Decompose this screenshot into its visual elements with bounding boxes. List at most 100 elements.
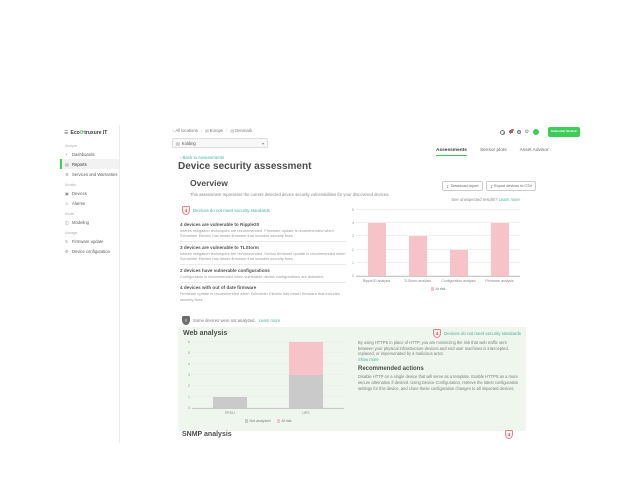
services-icon: ⚒ [65, 171, 69, 177]
recommended-actions-heading: Recommended actions [358, 366, 424, 373]
modeling-icon: ◫ [65, 219, 69, 225]
sidebar-item-label: Alarms [72, 200, 86, 206]
export-devices-csv-button[interactable]: ↧ Export devices to CSV [485, 181, 537, 191]
not-analyzed-note: ! Some devices were not analyzed. Learn … [182, 316, 280, 325]
web-analysis-bar-chart: 6 5 4 3 2 1 0 RPDU UPS Not analyzed At risk [184, 340, 344, 423]
hamburger-menu-icon[interactable]: ☰ [64, 130, 69, 136]
user-avatar[interactable] [532, 129, 539, 135]
sidebar-item-label: Services and Warranties [72, 171, 118, 177]
location-icon: ⌂ [172, 128, 175, 133]
sidebar: ☰ Eco⟳truxure IT Analyze ◔ Dashboards ▤ … [60, 125, 120, 443]
list-item: 4 devices with out of date firmware Firm… [180, 283, 346, 305]
breadcrumb: ⌂ All locations / ▤ Europe / ▤ Denmark [172, 128, 252, 133]
region-icon: ▤ [204, 128, 209, 133]
sidebar-item-label: Dashboards [72, 151, 95, 157]
chevron-down-icon: ▾ [261, 140, 264, 146]
sidebar-section-model: Model [65, 212, 75, 216]
risk-shield-icon: 4 [433, 329, 442, 338]
list-item: 4 devices are vulnerable to Ripple20 Int… [180, 219, 346, 243]
sidebar-item-label: Firmware update [72, 238, 104, 244]
sidebar-item-modeling[interactable]: ◫ Modeling [60, 217, 119, 227]
download-report-button[interactable]: ↧ Download report [442, 181, 483, 191]
breadcrumb-europe[interactable]: ▤ Europe [204, 128, 224, 133]
sidebar-item-label: Devices [72, 190, 87, 196]
tab-bar: Assessments Sensor plots Asset Advisor [436, 148, 549, 156]
overview-actions: ↧ Download report ↧ Export devices to CS… [442, 181, 537, 191]
sidebar-section-monitor: Monitor [65, 183, 77, 187]
device-configuration-icon: ⚙ [65, 248, 69, 254]
building-icon: ▤ [176, 140, 180, 146]
web-analysis-section: Web analysis 6 5 4 3 2 1 0 RPDU UPS Not analyzed A… [178, 327, 526, 431]
sidebar-item-device-configuration[interactable]: ⚙ Device configuration [60, 246, 119, 256]
notifications-bell-icon[interactable] [508, 128, 514, 135]
sidebar-item-dashboards[interactable]: ◔ Dashboards [60, 149, 119, 159]
web-analysis-details: 4 Devices do not meet security standards… [358, 329, 521, 391]
download-icon: ↧ [489, 184, 493, 189]
finding-title: 4 devices with out of date firmware [180, 285, 257, 291]
finding-description: Configuration is recommended when vulner… [180, 273, 324, 279]
finding-title: 3 devices are vulnerable to TLStorm [180, 244, 259, 250]
settings-gear-icon[interactable]: ⚙ [524, 128, 530, 135]
devices-not-meet-standards-link[interactable]: Devices do not meet security standards [193, 208, 270, 213]
sidebar-section-manage: Manage [65, 231, 78, 235]
back-arrow-icon: ‹ [180, 155, 182, 160]
overview-risk-bar-chart: 5 4 3 2 1 0 Ripple20 analysis TLStorm analysis C… [348, 208, 520, 291]
list-item: 2 devices have vulnerable configurations… [180, 265, 346, 283]
breadcrumb-separator: / [200, 128, 202, 133]
risk-shield-icon: 4 [182, 206, 190, 215]
snmp-analysis-section: SNMP analysis 4 [178, 430, 526, 443]
tab-asset-advisor[interactable]: Asset Advisor [519, 148, 549, 153]
sidebar-item-alarms[interactable]: ⚠ Alarms [60, 198, 119, 208]
sidebar-item-firmware-update[interactable]: ↻ Firmware update [60, 236, 119, 246]
location-dropdown-value: Kolding [181, 140, 196, 146]
main-content: ⌂ All locations / ▤ Europe / ▤ Denmark ?… [120, 125, 580, 443]
location-dropdown[interactable]: ▤ Kolding ▾ [172, 138, 268, 148]
list-item: 3 devices are vulnerable to TLStorm Inte… [180, 242, 346, 266]
snmp-analysis-heading: SNMP analysis [182, 431, 232, 438]
learn-more-link[interactable]: Learn more [498, 197, 520, 202]
sidebar-item-reports[interactable]: ▤ Reports [60, 159, 119, 169]
search-icon[interactable] [500, 129, 505, 135]
sidebar-item-label: Device configuration [72, 248, 110, 254]
app-logo: ☰ Eco⟳truxure IT [60, 125, 119, 140]
recommended-actions-text: Disable HTTP on a single device that wil… [358, 374, 519, 391]
unexpected-results-note: See unexpected results? Learn more [451, 197, 520, 202]
sidebar-item-services-and-warranties[interactable]: ⚒ Services and Warranties [60, 169, 119, 179]
findings-list: 4 devices are vulnerable to Ripple20 Int… [180, 219, 346, 305]
help-icon[interactable]: ? [516, 129, 522, 135]
not-analyzed-shield-icon: ! [182, 316, 190, 325]
download-icon: ↧ [446, 184, 450, 189]
notification-badge [511, 128, 514, 132]
devices-not-meet-standards-link[interactable]: Devices do not meet security standards [444, 331, 521, 336]
breadcrumb-all-locations[interactable]: ⌂ All locations [172, 128, 198, 133]
overview-description: This assessment represents the current d… [190, 192, 390, 197]
sidebar-item-label: Modeling [72, 219, 89, 225]
page-title: Device security assessment [178, 161, 312, 172]
app-logo-text: Eco⟳truxure IT [70, 130, 108, 136]
sidebar-section-analyze: Analyze [65, 144, 78, 148]
learn-more-link[interactable]: Learn more [258, 318, 281, 323]
back-to-assessments-link[interactable]: ‹ Back to Assessments [180, 155, 225, 160]
firmware-update-icon: ↻ [65, 238, 69, 244]
dashboards-icon: ◔ [65, 151, 68, 157]
tab-sensor-plots[interactable]: Sensor plots [479, 148, 507, 153]
finding-title: 4 devices are vulnerable to Ripple20 [180, 221, 260, 227]
ecostruxure-swirl-icon: ⟳ [79, 130, 85, 136]
breadcrumb-separator: / [226, 128, 228, 133]
alarms-icon: ⚠ [65, 200, 69, 206]
country-icon: ▤ [230, 128, 235, 133]
web-risk-badge-row: 4 Devices do not meet security standards [358, 329, 521, 338]
show-more-link[interactable]: Show more [358, 357, 379, 363]
sidebar-item-label: Reports [72, 161, 87, 167]
tab-assessments[interactable]: Assessments [436, 148, 467, 156]
devices-icon: ▣ [65, 190, 69, 196]
schneider-electric-logo-button[interactable]: Schneider Electric [548, 127, 580, 137]
breadcrumb-denmark[interactable]: ▤ Denmark [230, 128, 253, 133]
sidebar-item-devices[interactable]: ▣ Devices [60, 188, 119, 198]
topbar-icons: ? ⚙ [500, 128, 539, 135]
finding-description: Firmware update is recommended when Schn… [180, 291, 340, 302]
finding-title: 2 devices have vulnerable configurations [180, 267, 270, 273]
finding-description: Interim mitigation techniques are recomm… [180, 227, 334, 238]
overview-risk-badge-row: 4 Devices do not meet security standards [182, 206, 270, 215]
web-analysis-heading: Web analysis [183, 330, 228, 337]
